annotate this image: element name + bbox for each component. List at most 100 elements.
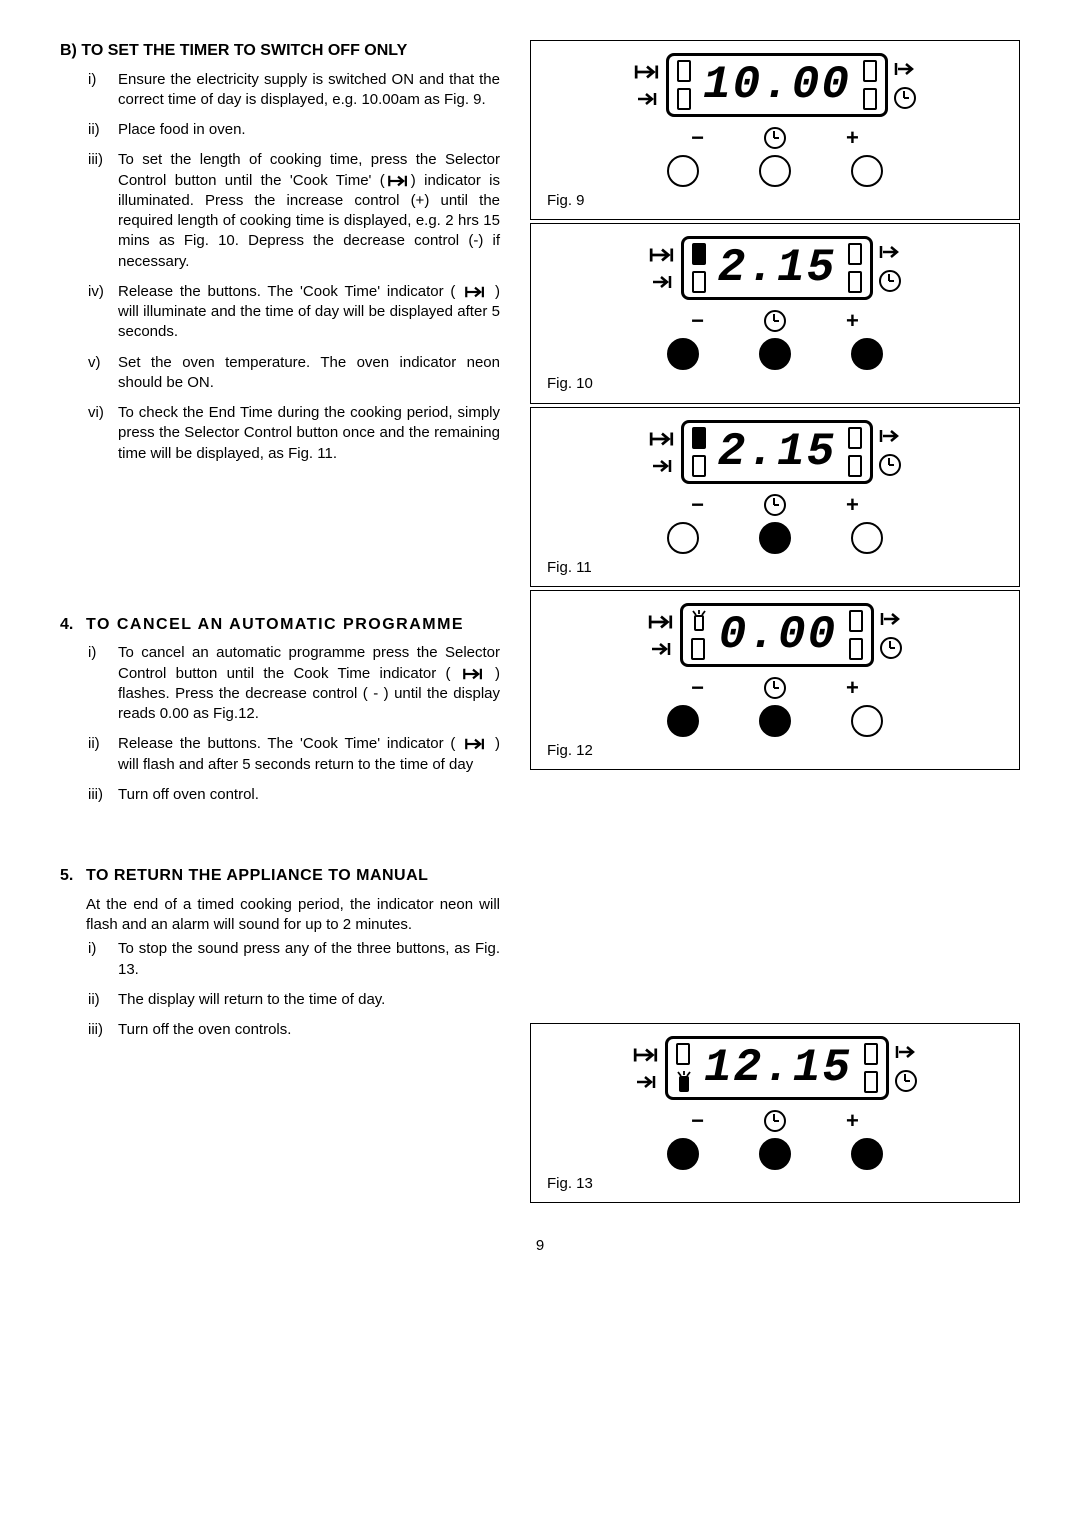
right-outer-icons [894, 61, 916, 109]
clock-button-icon [764, 1110, 786, 1132]
list-item: iii) Turn off oven control. [88, 785, 500, 805]
cook-time-icon [463, 285, 487, 299]
indicator-tick [848, 427, 862, 449]
section-number: 5. [60, 865, 86, 887]
figure-label: Fig. 9 [547, 191, 1003, 211]
list-item: i) Ensure the electricity supply is swit… [88, 70, 500, 111]
figure-label: Fig. 13 [547, 1174, 1003, 1194]
minus-icon: − [691, 310, 704, 332]
item-text: To check the End Time during the cooking… [118, 404, 500, 462]
figure-10: 2.15 − + Fig. 10 [530, 223, 1020, 403]
clock-button-icon [764, 494, 786, 516]
indicator-tick [863, 60, 877, 82]
figure-9: 10.00 − + Fig. 9 [530, 40, 1020, 220]
cook-time-icon [648, 613, 674, 631]
cook-time-icon [634, 63, 660, 81]
round-button[interactable] [851, 1138, 883, 1170]
end-time-icon [636, 91, 658, 107]
clock-button-icon [764, 127, 786, 149]
round-button[interactable] [851, 522, 883, 554]
list-item: vi) To check the End Time during the coo… [88, 403, 500, 464]
minus-icon: − [691, 127, 704, 149]
clock-icon [880, 637, 902, 659]
roman-numeral: ii) [88, 990, 100, 1010]
round-button[interactable] [851, 338, 883, 370]
round-button[interactable] [759, 705, 791, 737]
round-button[interactable] [851, 155, 883, 187]
section-4-title: 4. TO CANCEL AN AUTOMATIC PROGRAMME [60, 614, 500, 636]
figure-11: 2.15 − + Fig. 11 [530, 407, 1020, 587]
minus-icon: − [691, 494, 704, 516]
roman-numeral: ii) [88, 734, 100, 754]
indicator-tick [692, 243, 706, 265]
round-button[interactable] [759, 155, 791, 187]
round-button[interactable] [667, 1138, 699, 1170]
list-item: iii) To set the length of cooking time, … [88, 150, 500, 272]
figure-label: Fig. 11 [547, 558, 1003, 578]
clock-icon [879, 270, 901, 292]
clock-icon [879, 454, 901, 476]
cook-time-icon [633, 1046, 659, 1064]
display-digits: 10.00 [699, 62, 855, 108]
round-button[interactable] [851, 705, 883, 737]
indicator-tick [863, 88, 877, 110]
plus-icon: + [846, 1110, 859, 1132]
indicator-tick [692, 455, 706, 477]
display-frame: 10.00 [666, 53, 888, 117]
indicator-tick [691, 638, 705, 660]
section-5-intro: At the end of a timed cooking period, th… [86, 895, 500, 936]
plus-icon: + [846, 494, 859, 516]
display-digits: 2.15 [714, 245, 840, 291]
indicator-tick [848, 271, 862, 293]
end-time-icon [650, 641, 672, 657]
list-item: iii) Turn off the oven controls. [88, 1020, 500, 1040]
round-button[interactable] [667, 155, 699, 187]
cook-time-icon [463, 737, 487, 751]
round-button[interactable] [667, 522, 699, 554]
indicator-tick [848, 243, 862, 265]
end-time-icon [651, 458, 673, 474]
item-text: Release the buttons. The 'Cook Time' ind… [118, 283, 462, 300]
start-time-icon [895, 1044, 917, 1060]
clock-icon [895, 1070, 917, 1092]
roman-numeral: iii) [88, 1020, 103, 1040]
roman-numeral: iii) [88, 785, 103, 805]
plus-icon: + [846, 310, 859, 332]
list-item: i) To cancel an automatic programme pres… [88, 643, 500, 724]
section-title-text: TO CANCEL AN AUTOMATIC PROGRAMME [86, 614, 500, 636]
cook-time-icon [461, 667, 485, 681]
section-b-title: B) TO SET THE TIMER TO SWITCH OFF ONLY [60, 40, 500, 62]
indicator-tick [848, 455, 862, 477]
round-button[interactable] [759, 1138, 791, 1170]
indicator-tick [849, 638, 863, 660]
round-button[interactable] [759, 522, 791, 554]
indicator-tick [864, 1043, 878, 1065]
item-text: Turn off oven control. [118, 786, 259, 803]
flash-indicator-icon [676, 1071, 692, 1093]
item-text: To cancel an automatic programme press t… [118, 644, 500, 681]
item-text: Release the buttons. The 'Cook Time' ind… [118, 735, 462, 752]
plus-icon: + [846, 677, 859, 699]
roman-numeral: ii) [88, 120, 100, 140]
section-b-list: i) Ensure the electricity supply is swit… [60, 70, 500, 464]
roman-numeral: i) [88, 70, 96, 90]
item-text: To stop the sound press any of the three… [118, 940, 500, 977]
round-button[interactable] [759, 338, 791, 370]
indicator-tick [864, 1071, 878, 1093]
indicator-tick [692, 271, 706, 293]
section-title-text: TO RETURN THE APPLIANCE TO MANUAL [86, 865, 500, 887]
round-button[interactable] [667, 705, 699, 737]
button-row [547, 155, 1003, 187]
minus-icon: − [691, 677, 704, 699]
roman-numeral: i) [88, 939, 96, 959]
minus-icon: − [691, 1110, 704, 1132]
item-text: The display will return to the time of d… [118, 991, 385, 1008]
end-time-icon [651, 274, 673, 290]
start-time-icon [894, 61, 916, 77]
round-button[interactable] [667, 338, 699, 370]
item-text: Ensure the electricity supply is switche… [118, 71, 500, 108]
roman-numeral: v) [88, 353, 101, 373]
cook-time-icon [649, 430, 675, 448]
clock-button-icon [764, 677, 786, 699]
roman-numeral: i) [88, 643, 96, 663]
